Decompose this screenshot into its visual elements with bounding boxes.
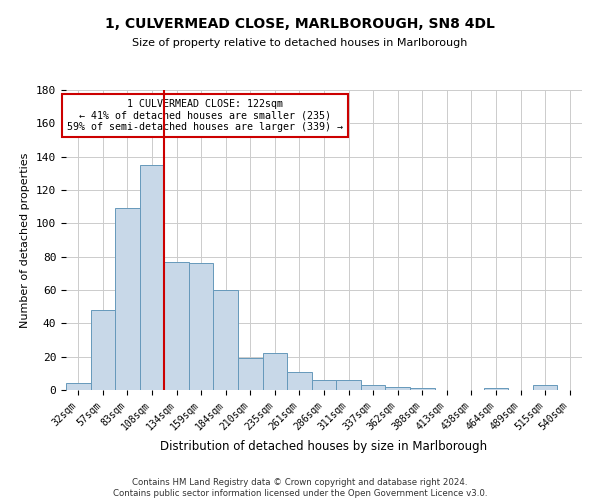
Bar [91, 310, 115, 390]
Bar [238, 358, 263, 390]
Text: Size of property relative to detached houses in Marlborough: Size of property relative to detached ho… [133, 38, 467, 48]
Bar [189, 264, 214, 390]
Bar [214, 290, 238, 390]
Bar [263, 354, 287, 390]
Bar [410, 388, 434, 390]
Bar [66, 384, 91, 390]
X-axis label: Distribution of detached houses by size in Marlborough: Distribution of detached houses by size … [160, 440, 488, 453]
Text: 1 CULVERMEAD CLOSE: 122sqm
← 41% of detached houses are smaller (235)
59% of sem: 1 CULVERMEAD CLOSE: 122sqm ← 41% of deta… [67, 99, 343, 132]
Bar [140, 165, 164, 390]
Bar [361, 385, 385, 390]
Bar [164, 262, 189, 390]
Bar [336, 380, 361, 390]
Bar [385, 386, 410, 390]
Text: Contains HM Land Registry data © Crown copyright and database right 2024.
Contai: Contains HM Land Registry data © Crown c… [113, 478, 487, 498]
Bar [287, 372, 312, 390]
Bar [312, 380, 336, 390]
Text: 1, CULVERMEAD CLOSE, MARLBOROUGH, SN8 4DL: 1, CULVERMEAD CLOSE, MARLBOROUGH, SN8 4D… [105, 18, 495, 32]
Bar [484, 388, 508, 390]
Y-axis label: Number of detached properties: Number of detached properties [20, 152, 31, 328]
Bar [115, 208, 140, 390]
Bar [533, 385, 557, 390]
